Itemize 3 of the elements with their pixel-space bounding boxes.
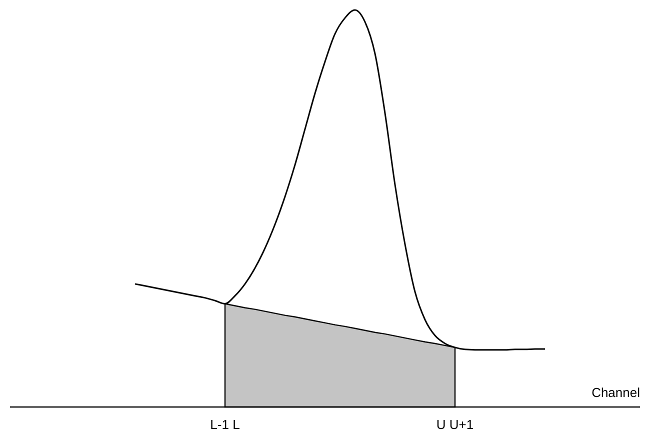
x-axis-title: Channel	[592, 385, 640, 400]
x-tick-label: U U+1	[436, 417, 474, 432]
x-tick-label: L-1 L	[210, 417, 240, 432]
